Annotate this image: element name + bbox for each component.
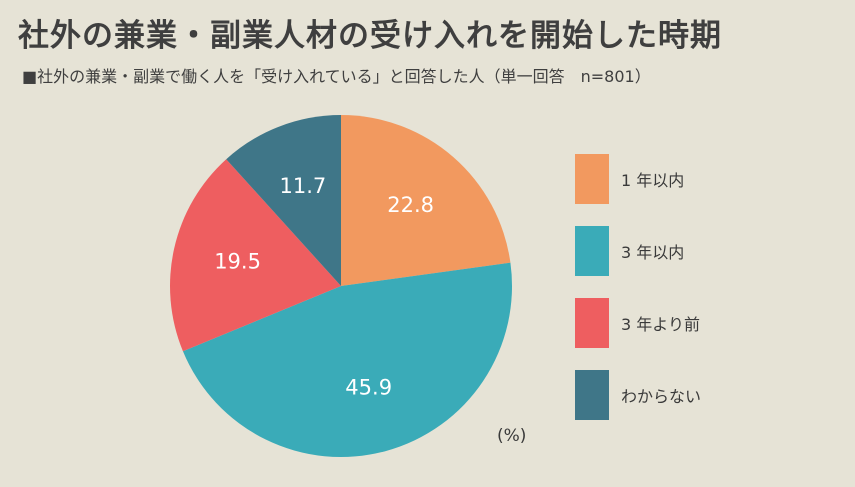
pie-slice: [226, 115, 341, 286]
legend-item: 3 年より前: [575, 298, 701, 348]
pie-slice: [341, 115, 511, 286]
legend-swatch: [575, 226, 609, 276]
pie-slices: [170, 115, 512, 457]
unit-label: (%): [497, 426, 527, 446]
chart-title: 社外の兼業・副業人材の受け入れを開始した時期: [18, 18, 722, 54]
legend-item: わからない: [575, 370, 701, 420]
pie-slice-value-label: 19.5: [214, 250, 261, 274]
legend: 1 年以内 3 年以内 3 年より前 わからない: [575, 154, 701, 442]
pie-slice-labels: 22.8 45.9 19.5 11.7: [214, 174, 434, 399]
legend-label: 3 年以内: [621, 243, 685, 262]
pie-slice-value-label: 11.7: [279, 174, 326, 198]
pie-slice-value-label: 45.9: [345, 375, 392, 399]
legend-label: 3 年より前: [621, 315, 700, 334]
legend-item: 3 年以内: [575, 226, 701, 276]
legend-item: 1 年以内: [575, 154, 701, 204]
legend-swatch: [575, 154, 609, 204]
legend-label: 1 年以内: [621, 171, 685, 190]
pie-slice: [182, 262, 512, 457]
pie-slice: [170, 159, 341, 352]
legend-swatch: [575, 298, 609, 348]
legend-label: わからない: [621, 387, 702, 406]
legend-swatch: [575, 370, 609, 420]
pie-slice-value-label: 22.8: [387, 193, 434, 217]
chart-subtitle: ■社外の兼業・副業で働く人を「受け入れている」と回答した人（単一回答 n=801…: [22, 67, 651, 86]
